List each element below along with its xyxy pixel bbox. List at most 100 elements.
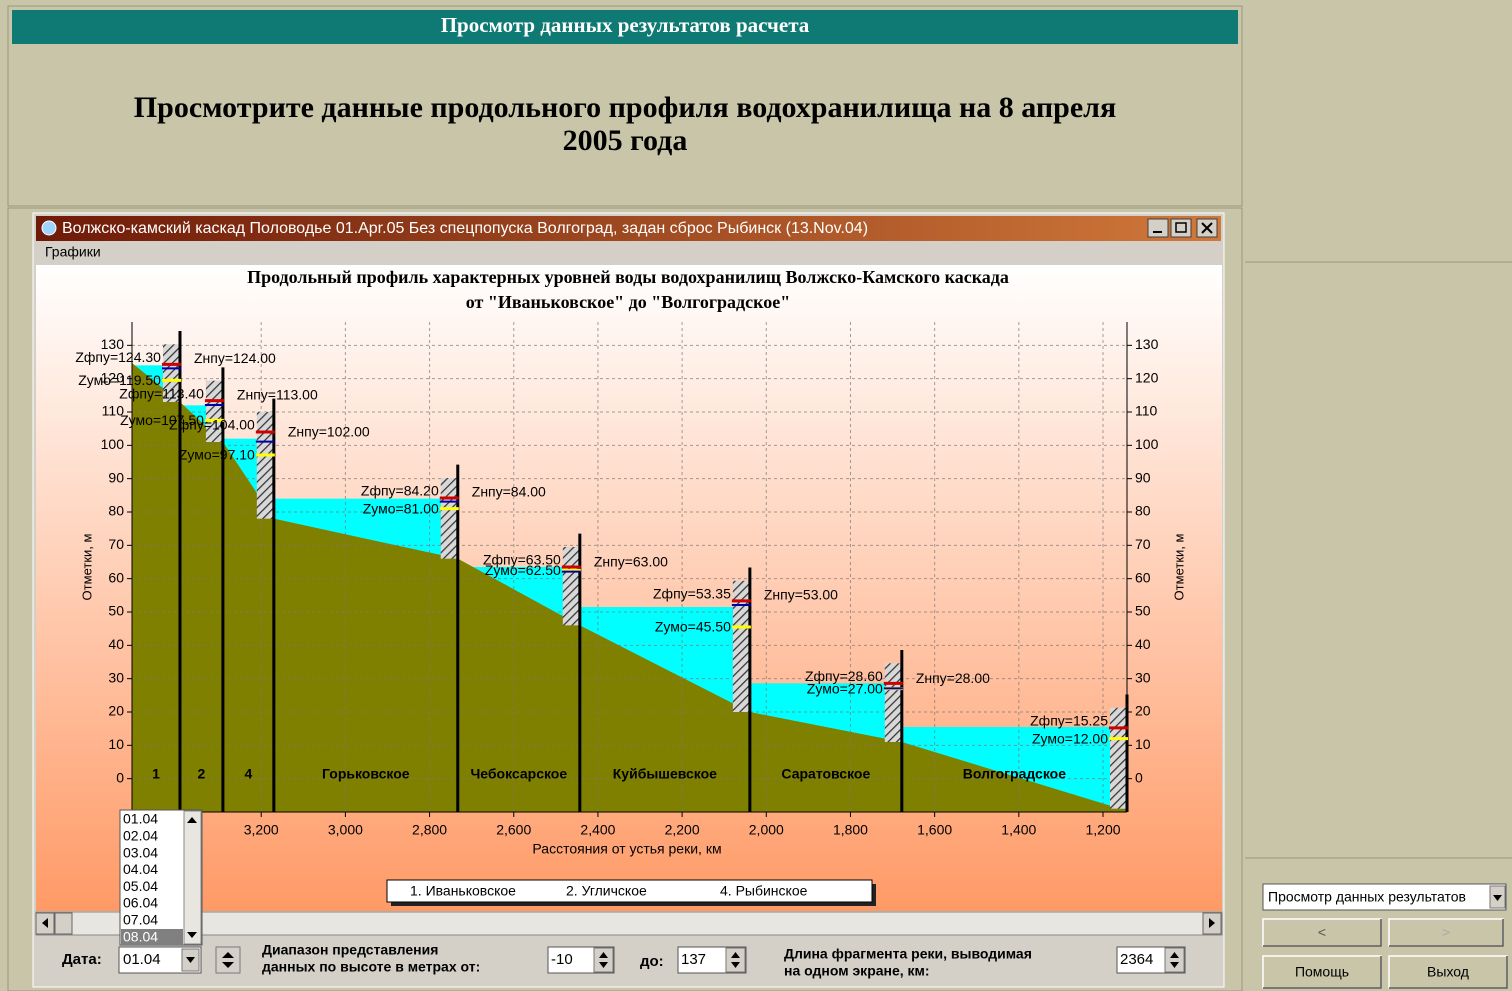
znpu-label: Zнпу=124.00 xyxy=(194,350,276,366)
zumo-label: Zумо=119.50 xyxy=(78,372,161,388)
znpu-label: Zнпу=102.00 xyxy=(288,423,370,439)
date-list-item[interactable]: 08.04 xyxy=(123,928,158,944)
y2-tick-label: 60 xyxy=(1135,569,1151,585)
chart-title: от "Иваньковское" до "Волгоградское" xyxy=(466,292,791,312)
range-label: Диапазон представления xyxy=(262,942,438,958)
y2-tick-label: 0 xyxy=(1135,769,1143,785)
zumo-label: Zумо=62.50 xyxy=(485,562,561,578)
date-list-item[interactable]: 03.04 xyxy=(123,844,158,860)
zfpu-label: Zфпу=104.00 xyxy=(169,417,255,433)
select-value: Просмотр данных результатов xyxy=(1268,889,1466,905)
prompt: Просмотрите данные продольного профиля в… xyxy=(134,91,1116,124)
window-icon xyxy=(41,220,57,236)
reservoir-label: Горьковское xyxy=(322,766,410,782)
chart: Продольный профиль характерных уровней в… xyxy=(75,267,1186,906)
to-label: до: xyxy=(640,953,664,970)
range-from-down xyxy=(599,962,608,968)
znpu-label: Zнпу=84.00 xyxy=(472,483,546,499)
y2-tick-label: 50 xyxy=(1135,603,1151,619)
maximize-button[interactable] xyxy=(1170,218,1192,238)
y-tick-label: 120 xyxy=(101,369,125,385)
x-tick-label: 2,400 xyxy=(580,822,615,838)
date-value: 01.04 xyxy=(123,951,161,968)
window-buttons[interactable] xyxy=(1147,218,1218,238)
znpu-label: Zнпу=113.00 xyxy=(237,387,318,403)
next-button-label[interactable]: > xyxy=(1442,924,1450,940)
exit-button-label[interactable]: Выход xyxy=(1427,964,1469,980)
fragment-length-value: 2364 xyxy=(1120,951,1153,968)
date-list-selection xyxy=(121,929,183,945)
list-down xyxy=(187,932,197,938)
y2-tick-label: 20 xyxy=(1135,703,1151,719)
y-tick-label: 70 xyxy=(108,536,124,552)
y-tick-label: 60 xyxy=(108,569,124,585)
range-to-down xyxy=(731,962,740,968)
y2-tick-label: 120 xyxy=(1135,369,1159,385)
zumo-label: Zумо=12.00 xyxy=(1032,730,1108,746)
y2-tick-label: 10 xyxy=(1135,736,1151,752)
y-tick-label: 30 xyxy=(108,669,124,685)
zumo-label: Zумо=97.10 xyxy=(179,447,255,463)
controls: 01.0402.0403.0404.0405.0406.0407.0408.04… xyxy=(62,809,1508,989)
zumo-label: Zумо=81.00 xyxy=(363,500,439,516)
range-from-arrows[interactable] xyxy=(593,947,614,973)
x-tick-label: 3,000 xyxy=(328,822,363,838)
h-scrollbar[interactable] xyxy=(35,911,1223,936)
y-tick-label: 100 xyxy=(101,436,125,452)
zfpu-label: Zфпу=53.35 xyxy=(653,586,731,602)
reservoir-label: 4 xyxy=(244,766,252,782)
window-titlebar xyxy=(36,216,1221,241)
reservoir-label: Куйбышевское xyxy=(613,766,717,782)
minimize-button[interactable] xyxy=(1147,218,1169,238)
prev-button[interactable] xyxy=(1262,918,1382,947)
legend-item: 1. Иваньковское xyxy=(410,883,516,899)
znpu-label: Zнпу=53.00 xyxy=(764,587,838,603)
y2-tick-label: 40 xyxy=(1135,636,1151,652)
y-tick-label: 10 xyxy=(108,736,124,752)
exit-button[interactable] xyxy=(1388,955,1508,989)
help-button-shadow xyxy=(1263,956,1382,989)
date-list-item[interactable]: 02.04 xyxy=(123,828,158,844)
date-list-item[interactable]: 05.04 xyxy=(123,878,158,894)
scroll-thumb[interactable] xyxy=(54,912,73,935)
x-axis-label: Расстояния от устья реки, км xyxy=(532,841,721,857)
list-scrollbar[interactable] xyxy=(183,810,202,945)
header-bar xyxy=(12,10,1238,44)
legend-item: 4. Рыбинское xyxy=(720,883,808,899)
date-list-item[interactable]: 04.04 xyxy=(123,861,158,877)
zumo-label: Zумо=45.50 xyxy=(655,619,731,635)
range-to-up xyxy=(731,952,740,958)
y-tick-label: 50 xyxy=(108,603,124,619)
zfpu-label: Zфпу=124.30 xyxy=(75,349,161,365)
header-title: Просмотр данных результатов расчета xyxy=(441,13,810,37)
y-tick-label: 20 xyxy=(108,703,124,719)
help-button-label[interactable]: Помощь xyxy=(1295,964,1349,980)
y2-tick-label: 100 xyxy=(1135,436,1159,452)
window-title: Волжско-камский каскад Половодье 01.Apr.… xyxy=(62,220,868,237)
list-up xyxy=(187,817,197,823)
date-list-item[interactable]: 01.04 xyxy=(123,811,158,827)
x-tick-label: 2,600 xyxy=(496,822,531,838)
fragment-length-arrows[interactable] xyxy=(1164,947,1185,973)
menu-item[interactable]: Графики xyxy=(45,244,101,260)
date-spin[interactable] xyxy=(215,946,241,974)
x-tick-label: 1,600 xyxy=(917,822,952,838)
y2-tick-label: 70 xyxy=(1135,536,1151,552)
date-spin-up xyxy=(222,952,234,958)
date-list-item[interactable]: 07.04 xyxy=(123,912,158,928)
select[interactable] xyxy=(1262,883,1507,911)
dam xyxy=(562,547,580,626)
zfpu-label: Zфпу=15.25 xyxy=(1030,713,1108,729)
legend xyxy=(386,879,873,903)
date-list-item[interactable]: 06.04 xyxy=(123,895,158,911)
y2-tick-label: 110 xyxy=(1135,403,1158,419)
reservoir-label: 1 xyxy=(152,766,160,782)
y-tick-label: 110 xyxy=(102,403,125,419)
x-tick-label: 1,800 xyxy=(833,822,868,838)
prev-button-label[interactable]: < xyxy=(1318,924,1326,940)
range-label: данных по высоте в метрах от: xyxy=(262,959,480,975)
zfpu-label: Zфпу=84.20 xyxy=(361,483,439,499)
dam xyxy=(162,344,180,402)
range-to-arrows[interactable] xyxy=(725,947,746,973)
